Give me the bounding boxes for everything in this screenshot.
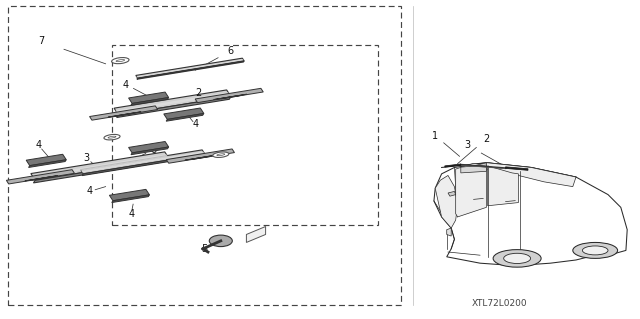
Text: 3: 3 — [83, 153, 90, 163]
Polygon shape — [164, 108, 204, 119]
Polygon shape — [195, 88, 263, 103]
Polygon shape — [166, 149, 234, 163]
Text: 4: 4 — [123, 79, 129, 90]
Polygon shape — [32, 177, 51, 180]
Polygon shape — [506, 167, 528, 170]
Ellipse shape — [504, 253, 531, 263]
Polygon shape — [116, 97, 231, 117]
Polygon shape — [435, 175, 458, 228]
Polygon shape — [90, 106, 157, 120]
Polygon shape — [488, 166, 518, 206]
Polygon shape — [82, 154, 205, 175]
Text: 4: 4 — [128, 209, 134, 219]
Polygon shape — [448, 191, 456, 196]
Polygon shape — [25, 175, 58, 181]
Circle shape — [209, 235, 232, 247]
Text: 6: 6 — [150, 145, 157, 155]
Text: 4: 4 — [192, 119, 198, 130]
Polygon shape — [456, 163, 486, 217]
Polygon shape — [136, 59, 244, 77]
Text: 3: 3 — [464, 140, 470, 150]
Polygon shape — [115, 113, 134, 116]
Text: 2: 2 — [483, 134, 490, 144]
Polygon shape — [447, 228, 451, 236]
Ellipse shape — [104, 134, 120, 140]
Polygon shape — [33, 154, 168, 178]
Polygon shape — [221, 95, 239, 99]
Polygon shape — [185, 155, 218, 160]
Polygon shape — [26, 154, 67, 166]
Polygon shape — [114, 90, 231, 115]
Text: 4: 4 — [35, 140, 42, 150]
Polygon shape — [246, 226, 266, 242]
Polygon shape — [434, 163, 627, 265]
Polygon shape — [31, 152, 169, 180]
Polygon shape — [136, 58, 244, 78]
Ellipse shape — [493, 249, 541, 267]
Polygon shape — [137, 61, 244, 79]
Polygon shape — [129, 92, 169, 103]
Text: 2: 2 — [195, 87, 202, 98]
Text: 7: 7 — [38, 36, 45, 47]
Ellipse shape — [111, 57, 129, 64]
Text: 4: 4 — [86, 186, 93, 197]
Polygon shape — [81, 150, 205, 174]
Polygon shape — [131, 147, 169, 155]
Polygon shape — [166, 114, 204, 121]
Ellipse shape — [212, 152, 229, 158]
Polygon shape — [445, 164, 461, 167]
Text: XTL72L0200: XTL72L0200 — [472, 299, 527, 308]
Text: 5: 5 — [202, 244, 208, 254]
Ellipse shape — [573, 242, 618, 258]
Polygon shape — [131, 98, 169, 105]
Polygon shape — [461, 165, 486, 173]
Polygon shape — [108, 112, 141, 117]
Polygon shape — [486, 163, 576, 187]
Polygon shape — [29, 160, 67, 167]
Polygon shape — [109, 189, 150, 201]
Polygon shape — [116, 92, 230, 113]
Polygon shape — [33, 159, 169, 183]
Text: 1: 1 — [432, 130, 438, 141]
Ellipse shape — [582, 246, 608, 255]
Polygon shape — [214, 94, 246, 100]
Polygon shape — [192, 156, 211, 160]
Text: 6: 6 — [227, 46, 234, 56]
Polygon shape — [112, 195, 150, 203]
Polygon shape — [6, 170, 74, 184]
Polygon shape — [129, 142, 169, 153]
Polygon shape — [81, 152, 204, 173]
